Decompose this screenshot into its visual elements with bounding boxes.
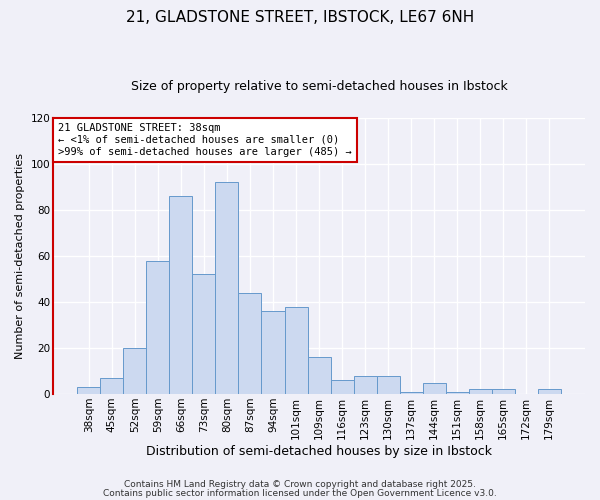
Text: Contains public sector information licensed under the Open Government Licence v3: Contains public sector information licen… (103, 488, 497, 498)
Bar (492, 390, 515, 394)
Bar (193, 274, 215, 394)
Bar (100, 378, 124, 394)
Y-axis label: Number of semi-detached properties: Number of semi-detached properties (15, 153, 25, 359)
Bar (538, 390, 561, 394)
Bar (446, 392, 469, 394)
Bar (215, 182, 238, 394)
Bar (331, 380, 353, 394)
Bar (284, 306, 308, 394)
Bar (377, 376, 400, 394)
Text: 21 GLADSTONE STREET: 38sqm
← <1% of semi-detached houses are smaller (0)
>99% of: 21 GLADSTONE STREET: 38sqm ← <1% of semi… (58, 124, 352, 156)
Bar (77, 387, 100, 394)
Bar (238, 292, 262, 394)
Bar (469, 390, 492, 394)
X-axis label: Distribution of semi-detached houses by size in Ibstock: Distribution of semi-detached houses by … (146, 444, 492, 458)
Text: Contains HM Land Registry data © Crown copyright and database right 2025.: Contains HM Land Registry data © Crown c… (124, 480, 476, 489)
Bar (400, 392, 422, 394)
Title: Size of property relative to semi-detached houses in Ibstock: Size of property relative to semi-detach… (131, 80, 508, 93)
Bar (124, 348, 146, 394)
Text: 21, GLADSTONE STREET, IBSTOCK, LE67 6NH: 21, GLADSTONE STREET, IBSTOCK, LE67 6NH (126, 10, 474, 25)
Bar (308, 357, 331, 394)
Bar (169, 196, 193, 394)
Bar (262, 311, 284, 394)
Bar (422, 382, 446, 394)
Bar (353, 376, 377, 394)
Bar (146, 260, 169, 394)
